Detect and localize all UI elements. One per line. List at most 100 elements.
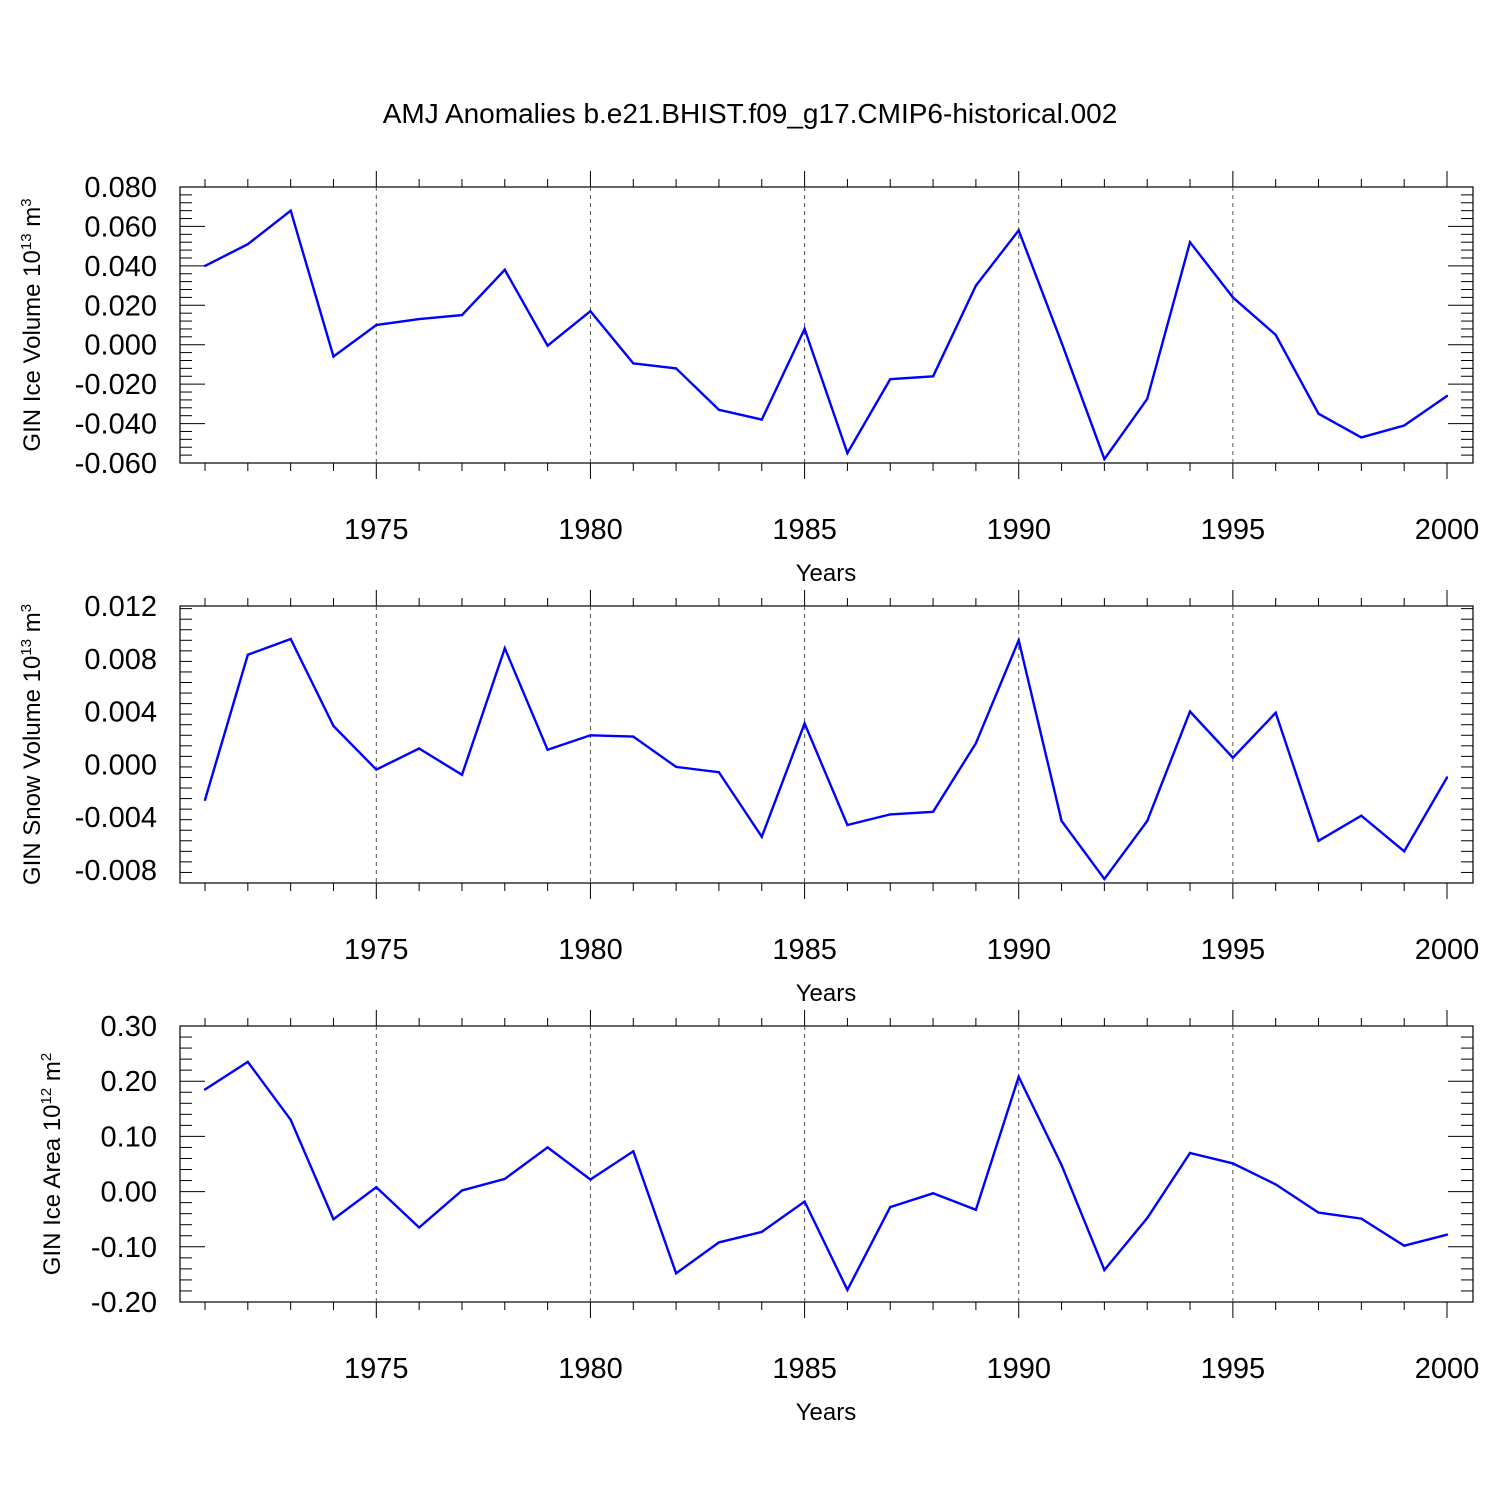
y-tick-label: 0.20 <box>101 1066 157 1098</box>
data-point <box>417 747 421 750</box>
y-tick-label: 0.008 <box>84 644 157 676</box>
data-point <box>760 1230 763 1234</box>
x-tick-label: 2000 <box>1415 934 1480 966</box>
data-point <box>460 1189 464 1192</box>
data-point <box>1146 1216 1149 1220</box>
panel-snow-volume: -0.008 -0.004 0.000 0.004 0.008 0.012 1975 1980… <box>18 590 1479 1007</box>
data-point <box>289 1118 292 1122</box>
data-point <box>1017 639 1020 642</box>
data-point <box>974 284 978 287</box>
y-tick-label: -0.10 <box>91 1232 157 1264</box>
data-point <box>1274 1183 1277 1186</box>
y-tick-label: 0.060 <box>84 211 157 243</box>
data-point <box>246 1060 250 1064</box>
data-point <box>1060 341 1063 344</box>
data-point <box>589 1178 592 1181</box>
x-axis-label: Years <box>796 980 857 1007</box>
x-tick-label: 1975 <box>344 1353 409 1385</box>
data-point <box>546 344 549 347</box>
data-point <box>1146 819 1149 823</box>
data-point <box>375 768 378 771</box>
data-point <box>889 1205 892 1209</box>
data-point <box>1402 424 1406 427</box>
data-point <box>803 1200 806 1203</box>
x-tick-label: 1975 <box>344 934 409 966</box>
data-point <box>889 378 892 381</box>
series-line <box>203 636 1449 882</box>
plot-frame <box>179 605 1474 884</box>
data-point <box>1360 436 1363 439</box>
y-tick-label: 0.012 <box>84 591 157 623</box>
data-point <box>417 317 421 321</box>
data-point <box>1188 1151 1192 1155</box>
data-point <box>1317 839 1320 842</box>
data-point <box>1445 776 1449 779</box>
y-tick-label: 0.040 <box>84 251 157 283</box>
data-point <box>674 367 678 370</box>
y-axis-label: GIN Ice Area 1012 m2 <box>38 1053 66 1275</box>
y-tick-label: 0.004 <box>84 697 157 729</box>
data-point <box>1402 1244 1406 1247</box>
data-point <box>889 813 892 816</box>
x-tick-label: 2000 <box>1415 1353 1480 1385</box>
data-point <box>1360 814 1363 817</box>
data-point <box>803 722 806 725</box>
data-point <box>1317 1211 1320 1214</box>
series-line <box>204 208 1448 462</box>
x-tick-label: 1980 <box>558 934 623 966</box>
data-point <box>203 798 207 802</box>
data-point <box>846 823 849 827</box>
data-point <box>1274 711 1277 715</box>
data-point <box>717 1241 721 1244</box>
x-tick-label: 1990 <box>986 1353 1051 1385</box>
data-point <box>1274 333 1277 337</box>
data-point <box>1360 1217 1363 1220</box>
data-point <box>1445 1233 1449 1236</box>
chart-title: AMJ Anomalies b.e21.BHIST.f09_g17.CMIP6-… <box>382 98 1118 129</box>
x-tick-label: 1985 <box>772 1353 837 1385</box>
y-tick-label: 0.000 <box>84 749 157 781</box>
x-tick-label: 1990 <box>986 514 1051 546</box>
data-point <box>546 748 549 751</box>
data-point <box>375 323 378 327</box>
x-tick-label: 1990 <box>986 934 1051 966</box>
data-point <box>503 647 506 650</box>
data-point <box>1103 1268 1106 1272</box>
data-point <box>931 375 935 378</box>
data-point <box>460 313 464 317</box>
data-point <box>803 327 806 331</box>
y-tick-label: 0.30 <box>101 1011 157 1043</box>
data-point <box>760 418 763 421</box>
data-point <box>332 724 335 728</box>
y-tick-label: 0.000 <box>84 330 157 362</box>
data-point <box>203 1088 207 1091</box>
data-point <box>1445 394 1449 398</box>
data-point <box>1231 756 1235 759</box>
data-point <box>1060 1163 1063 1167</box>
y-tick-label: 0.080 <box>84 172 157 204</box>
data-point <box>546 1146 549 1149</box>
x-tick-label: 2000 <box>1415 514 1480 546</box>
data-point <box>1060 819 1063 823</box>
panel-ice-volume: -0.060 -0.040 -0.020 0.000 0.020 0.040 0.060 0.… <box>18 171 1479 587</box>
data-point <box>246 242 250 246</box>
data-point <box>974 1208 978 1212</box>
y-tick-label: 0.020 <box>84 290 157 322</box>
data-point <box>1017 1075 1020 1078</box>
data-point <box>717 408 721 411</box>
y-tick-label: -0.20 <box>91 1287 157 1319</box>
y-tick-label: -0.008 <box>75 855 157 887</box>
data-point <box>1103 457 1106 461</box>
data-point <box>417 1226 421 1229</box>
y-tick-label: -0.020 <box>75 369 157 401</box>
data-point <box>589 734 592 737</box>
x-tick-label: 1995 <box>1201 514 1266 546</box>
data-point <box>931 1192 935 1195</box>
data-point <box>1231 1162 1235 1165</box>
data-point <box>674 765 678 769</box>
data-point <box>375 1185 378 1189</box>
y-tick-label: 0.10 <box>101 1121 157 1153</box>
data-point <box>289 637 292 641</box>
x-tick-label: 1985 <box>772 514 837 546</box>
